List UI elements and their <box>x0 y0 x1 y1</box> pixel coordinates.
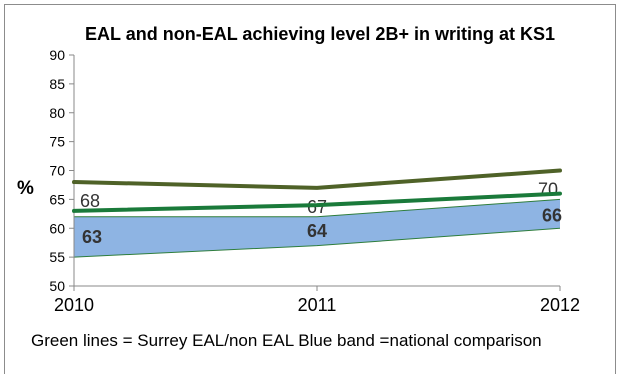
chart-caption: Green lines = Surrey EAL/non EAL Blue ba… <box>31 331 542 350</box>
band-upper-edge <box>74 198 561 218</box>
data-point <box>73 210 75 212</box>
y-axis-label: % <box>17 178 34 199</box>
data-point <box>316 204 318 206</box>
y-tick-label: 65 <box>49 191 65 207</box>
band-lower-edge <box>73 227 561 258</box>
data-point <box>316 187 318 189</box>
chart-title: EAL and non-EAL achieving level 2B+ in w… <box>85 24 555 44</box>
data-label: 68 <box>80 191 100 211</box>
data-label: 63 <box>82 227 102 247</box>
x-tick-label: 2010 <box>54 295 94 315</box>
y-tick-label: 70 <box>49 163 65 179</box>
y-tick-label: 85 <box>49 76 65 92</box>
data-label: 64 <box>307 221 327 241</box>
y-tick-label: 90 <box>49 47 65 63</box>
data-point <box>559 193 561 195</box>
y-tick-label: 75 <box>49 134 65 150</box>
x-tick-label: 2011 <box>298 295 337 315</box>
x-tick-label: 2012 <box>540 295 580 315</box>
data-point <box>559 170 561 171</box>
y-tick-label: 80 <box>49 105 65 121</box>
series-line-1 <box>72 168 562 190</box>
y-tick-label: 60 <box>49 220 65 236</box>
data-label: 66 <box>542 206 562 226</box>
data-point <box>73 181 75 183</box>
y-tick-label: 50 <box>49 278 65 294</box>
national-band <box>74 199 560 258</box>
y-tick-label: 55 <box>49 249 65 265</box>
